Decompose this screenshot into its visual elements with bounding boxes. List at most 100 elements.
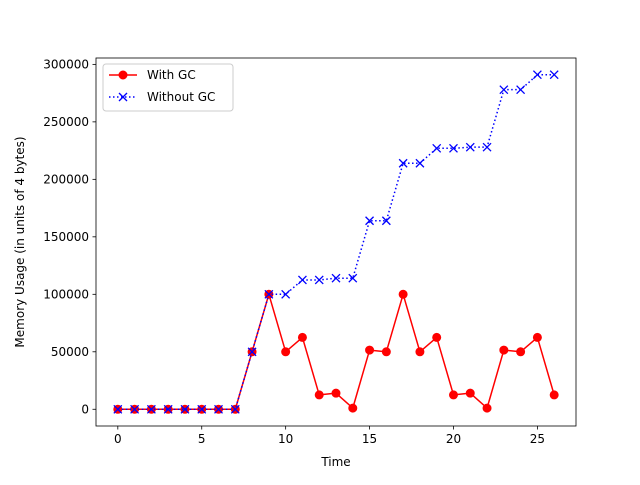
data-point-stroke	[281, 289, 291, 299]
data-point	[516, 347, 526, 357]
data-point-stroke	[180, 404, 190, 414]
data-point	[499, 345, 509, 355]
y-tick-label: 150000	[43, 230, 89, 244]
x-tick-label: 25	[530, 432, 545, 446]
data-point	[146, 404, 156, 414]
data-point-stroke	[163, 404, 173, 414]
data-point	[281, 289, 291, 299]
y-tick-label: 0	[81, 402, 89, 416]
x-tick-label: 15	[362, 432, 377, 446]
data-point	[482, 403, 492, 413]
data-point	[348, 273, 358, 283]
data-point	[348, 403, 358, 413]
data-point	[516, 85, 526, 95]
data-point	[230, 404, 240, 414]
data-point	[432, 143, 442, 153]
data-point-stroke	[146, 404, 156, 414]
data-point-stroke	[532, 70, 542, 80]
data-point	[449, 143, 458, 153]
data-point	[415, 158, 425, 168]
data-point	[180, 404, 190, 414]
data-point-stroke	[314, 275, 324, 285]
data-point-stroke	[331, 273, 341, 283]
series-1	[113, 289, 559, 414]
series-line	[117, 73, 555, 411]
data-point-stroke	[516, 85, 526, 95]
data-point	[314, 275, 324, 285]
data-point	[398, 158, 408, 168]
data-point	[130, 404, 140, 414]
data-point	[381, 347, 391, 357]
data-point	[549, 390, 559, 400]
data-point-stroke	[415, 158, 425, 168]
data-point-stroke	[214, 404, 223, 414]
data-point	[549, 70, 559, 80]
data-point-stroke	[432, 143, 442, 153]
x-tick-label: 20	[446, 432, 461, 446]
data-point-stroke	[130, 404, 140, 414]
series-layer	[113, 70, 559, 414]
legend-label: With GC	[147, 68, 196, 82]
data-point-stroke	[549, 70, 559, 80]
legend: With GC Without GC	[102, 63, 234, 112]
data-point-stroke	[365, 216, 375, 226]
data-point	[113, 404, 123, 414]
data-point	[297, 275, 307, 285]
data-point	[314, 390, 324, 400]
data-point-stroke	[499, 85, 509, 95]
x-tick-label: 10	[278, 432, 293, 446]
data-point	[482, 142, 492, 152]
data-point-stroke	[381, 216, 391, 226]
y-tick-label: 250000	[43, 115, 89, 129]
data-point	[398, 289, 408, 299]
data-point-stroke	[465, 142, 475, 152]
data-point	[197, 404, 207, 414]
y-axis: 0 50000 100000 150000 200000 250000 300000	[43, 57, 96, 416]
x-axis: 0 5 10 15 20 25	[114, 426, 545, 446]
data-point	[264, 289, 274, 299]
y-tick-label: 50000	[51, 345, 89, 359]
data-point	[331, 388, 341, 398]
legend-marker	[118, 92, 128, 102]
legend-marker-stroke	[118, 92, 128, 102]
data-point	[247, 347, 257, 357]
data-point	[281, 347, 291, 357]
data-point-stroke	[113, 404, 123, 414]
x-axis-label: Time	[320, 455, 350, 469]
data-point	[297, 332, 307, 342]
y-tick-label: 300000	[43, 57, 89, 71]
legend-label: Without GC	[147, 90, 215, 104]
data-point	[465, 142, 475, 152]
data-point	[448, 390, 458, 400]
data-point-stroke	[297, 275, 307, 285]
y-tick-label: 100000	[43, 287, 89, 301]
data-point	[163, 404, 173, 414]
data-point-stroke	[197, 404, 207, 414]
data-point-stroke	[482, 142, 492, 152]
data-point-stroke	[264, 289, 274, 299]
data-point	[499, 85, 509, 95]
data-point-stroke	[247, 347, 257, 357]
data-point	[381, 216, 391, 226]
legend-marker	[118, 70, 128, 80]
data-point	[365, 345, 375, 355]
data-point	[415, 347, 425, 357]
data-point-stroke	[230, 404, 240, 414]
data-point	[365, 216, 375, 226]
data-point-stroke	[449, 143, 458, 153]
data-point-stroke	[398, 158, 408, 168]
data-point-stroke	[348, 273, 358, 283]
data-point	[532, 332, 542, 342]
plot-frame	[95, 57, 577, 427]
x-tick-label: 0	[114, 432, 122, 446]
y-axis-label: Memory Usage (in units of 4 bytes)	[13, 136, 27, 347]
y-tick-label: 200000	[43, 172, 89, 186]
data-point	[432, 332, 442, 342]
x-tick-label: 5	[198, 432, 206, 446]
series-2	[113, 70, 559, 414]
data-point	[532, 70, 542, 80]
data-point	[465, 388, 475, 398]
data-point	[214, 404, 223, 414]
